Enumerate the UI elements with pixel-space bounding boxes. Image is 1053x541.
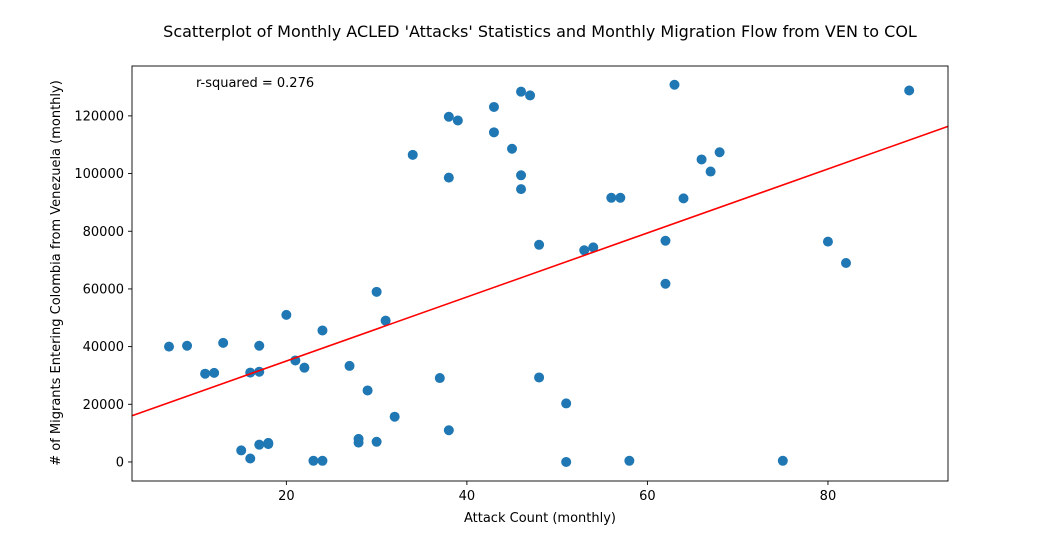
x-tick-label: 40: [459, 489, 476, 504]
data-point: [615, 192, 626, 203]
data-point: [254, 439, 265, 450]
data-point: [209, 367, 220, 378]
data-point: [714, 147, 725, 158]
data-point: [777, 455, 788, 466]
data-point: [344, 360, 355, 371]
data-point: [588, 242, 599, 253]
data-point: [488, 127, 499, 138]
data-point: [218, 337, 229, 348]
data-point: [317, 325, 328, 336]
data-point: [534, 239, 545, 250]
plot-frame: [131, 65, 949, 482]
data-point: [443, 425, 454, 436]
data-point: [245, 453, 256, 464]
data-point: [182, 340, 193, 351]
data-point: [434, 373, 445, 384]
data-point: [281, 309, 292, 320]
data-point: [507, 143, 518, 154]
data-point: [606, 192, 617, 203]
data-point: [317, 455, 328, 466]
data-point: [579, 245, 590, 256]
y-tick-label: 0: [116, 455, 124, 470]
y-axis-label: # of Migrants Entering Colombia from Ven…: [49, 80, 64, 466]
data-point: [452, 115, 463, 126]
y-tick-label: 80000: [83, 225, 124, 240]
data-point: [371, 436, 382, 447]
data-point: [236, 445, 247, 456]
data-point: [200, 368, 211, 379]
data-point: [254, 340, 265, 351]
data-point: [841, 257, 851, 268]
data-point: [525, 90, 536, 101]
data-point: [443, 172, 454, 183]
data-point: [516, 184, 527, 195]
data-point: [822, 236, 833, 247]
data-point: [669, 79, 680, 90]
data-point: [299, 362, 310, 373]
data-point: [705, 166, 716, 177]
y-tick-label: 40000: [83, 340, 124, 355]
data-point: [660, 235, 671, 246]
y-tick-label: 20000: [83, 398, 124, 413]
data-point: [516, 86, 527, 97]
regression-line: [131, 125, 949, 417]
data-point: [362, 385, 373, 396]
data-point: [488, 101, 499, 112]
data-point: [371, 286, 382, 297]
x-tick-label: 60: [639, 489, 656, 504]
data-point: [624, 455, 635, 466]
x-tick-label: 80: [820, 489, 837, 504]
data-point: [660, 278, 671, 289]
data-point: [561, 456, 572, 467]
data-point: [443, 111, 454, 122]
data-point: [678, 193, 689, 204]
chart-title: Scatterplot of Monthly ACLED 'Attacks' S…: [163, 22, 917, 41]
y-tick-label: 120000: [74, 109, 124, 124]
data-points: [164, 79, 915, 467]
data-point: [308, 455, 319, 466]
data-point: [164, 341, 175, 352]
y-tick-label: 100000: [74, 167, 124, 182]
y-tick-label: 60000: [83, 282, 124, 297]
x-axis-label: Attack Count (monthly): [464, 511, 616, 526]
data-point: [534, 372, 545, 383]
x-axis-ticks: 20 40 60 80: [278, 481, 836, 504]
x-tick-label: 20: [278, 489, 295, 504]
plot-area: [131, 65, 949, 482]
data-point: [516, 170, 527, 181]
data-point: [561, 398, 572, 409]
data-point: [904, 85, 915, 96]
y-axis-ticks: 0 20000 40000 60000 80000 100000 120000: [74, 109, 132, 470]
r-squared-annotation: r-squared = 0.276: [196, 76, 314, 91]
data-point: [353, 437, 364, 448]
data-point: [696, 154, 707, 165]
data-point: [407, 149, 418, 160]
data-point: [389, 411, 400, 422]
data-point: [263, 439, 274, 450]
data-point: [380, 315, 391, 326]
